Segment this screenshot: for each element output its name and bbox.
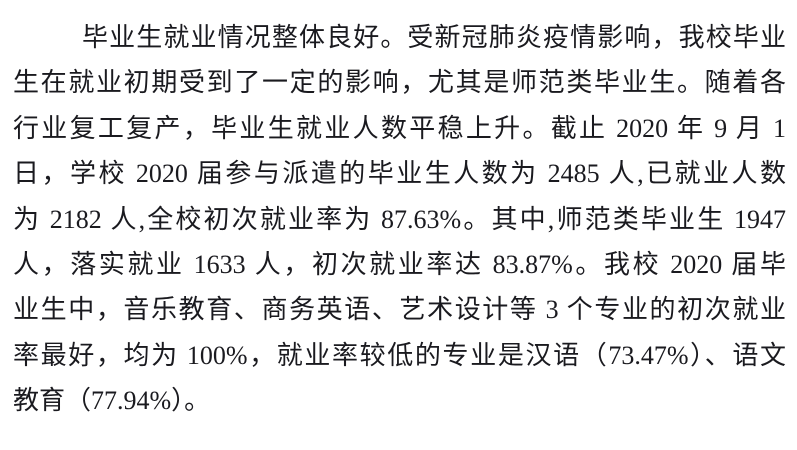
paragraph-line: 生在就业初期受到了一定的影响，尤其是师范类毕业生。随着各 bbox=[13, 68, 786, 98]
paragraph-line: 率最好，均为 100%，就业率较低的专业是汉语（73.47%）、语文 bbox=[13, 340, 786, 370]
paragraph-line: 日，学校 2020 届参与派遣的毕业生人数为 2485 人,已就业人数 bbox=[13, 159, 786, 189]
paragraph-line: 人，落实就业 1633 人，初次就业率达 83.87%。我校 2020 届毕 bbox=[13, 249, 786, 279]
employment-summary-paragraph: 毕业生就业情况整体良好。受新冠肺炎疫情影响，我校毕业 生在就业初期受到了一定的影… bbox=[13, 15, 786, 424]
paragraph-line: 行业复工复产，毕业生就业人数平稳上升。截止 2020 年 9 月 1 bbox=[13, 113, 786, 143]
paragraph-line: 为 2182 人,全校初次就业率为 87.63%。其中,师范类毕业生 1947 bbox=[13, 204, 786, 234]
paragraph-line: 毕业生就业情况整体良好。受新冠肺炎疫情影响，我校毕业 bbox=[82, 23, 786, 52]
paragraph-line: 教育（77.94%）。 bbox=[13, 386, 211, 416]
paragraph-line: 业生中，音乐教育、商务英语、艺术设计等 3 个专业的初次就业 bbox=[13, 295, 786, 325]
